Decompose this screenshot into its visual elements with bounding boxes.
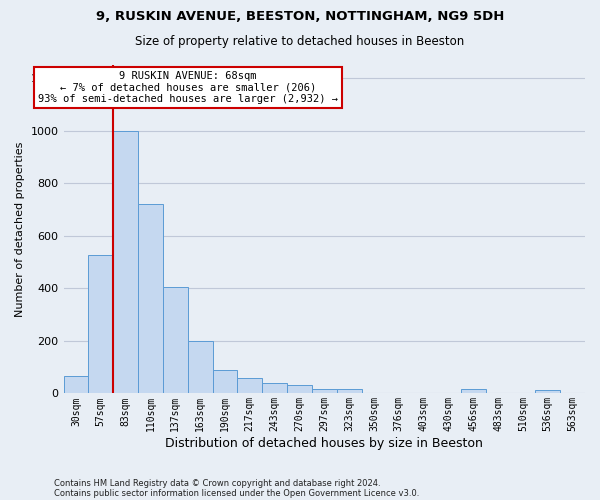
Bar	[138, 204, 163, 394]
Bar	[64, 376, 88, 394]
Bar	[238, 378, 262, 394]
Bar	[212, 370, 238, 394]
Bar	[113, 130, 138, 394]
Text: Contains HM Land Registry data © Crown copyright and database right 2024.: Contains HM Land Registry data © Crown c…	[54, 478, 380, 488]
Y-axis label: Number of detached properties: Number of detached properties	[15, 142, 25, 317]
Text: 9 RUSKIN AVENUE: 68sqm
← 7% of detached houses are smaller (206)
93% of semi-det: 9 RUSKIN AVENUE: 68sqm ← 7% of detached …	[38, 70, 338, 104]
Text: Contains public sector information licensed under the Open Government Licence v3: Contains public sector information licen…	[54, 488, 419, 498]
Bar	[262, 383, 287, 394]
Bar	[312, 388, 337, 394]
X-axis label: Distribution of detached houses by size in Beeston: Distribution of detached houses by size …	[166, 437, 483, 450]
Bar	[535, 390, 560, 394]
Bar	[337, 388, 362, 394]
Bar	[287, 385, 312, 394]
Bar	[163, 287, 188, 394]
Text: Size of property relative to detached houses in Beeston: Size of property relative to detached ho…	[136, 35, 464, 48]
Text: 9, RUSKIN AVENUE, BEESTON, NOTTINGHAM, NG9 5DH: 9, RUSKIN AVENUE, BEESTON, NOTTINGHAM, N…	[96, 10, 504, 23]
Bar	[88, 256, 113, 394]
Bar	[461, 388, 485, 394]
Bar	[188, 342, 212, 394]
